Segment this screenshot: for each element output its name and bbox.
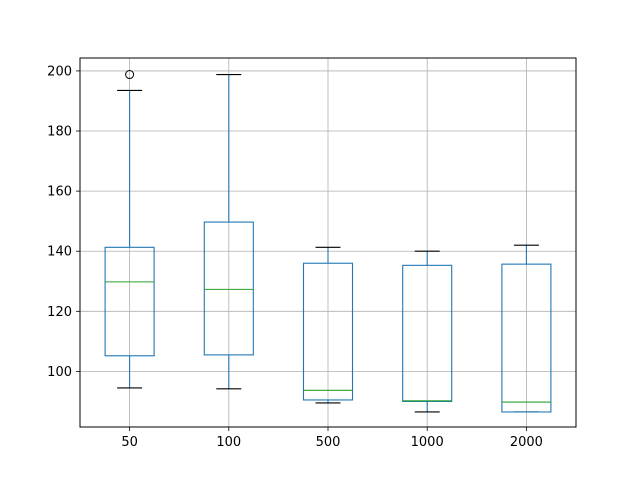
x-tick-label: 1000 — [411, 435, 444, 450]
box-iqr — [302, 262, 354, 401]
axes: 100 120 140 160 180 200 50 100 500 1000 2000 — [47, 64, 543, 450]
y-tick-label: 160 — [47, 185, 72, 200]
x-tick-label: 50 — [121, 435, 138, 450]
y-tick-label: 180 — [47, 125, 72, 140]
x-tick-label: 500 — [316, 435, 341, 450]
y-tick-label: 120 — [47, 305, 72, 320]
y-tick-label: 140 — [47, 245, 72, 260]
y-tick-label: 100 — [47, 365, 72, 380]
grid-lines — [80, 58, 576, 427]
x-tick-label: 2000 — [510, 435, 543, 450]
box-plots — [104, 70, 552, 413]
box-iqr — [203, 221, 254, 356]
box-iqr — [104, 246, 155, 357]
x-tick-label: 100 — [216, 435, 241, 450]
box-iqr — [402, 264, 453, 403]
box-iqr — [501, 263, 552, 413]
outlier-point — [125, 70, 135, 80]
y-tick-label: 200 — [47, 64, 72, 79]
